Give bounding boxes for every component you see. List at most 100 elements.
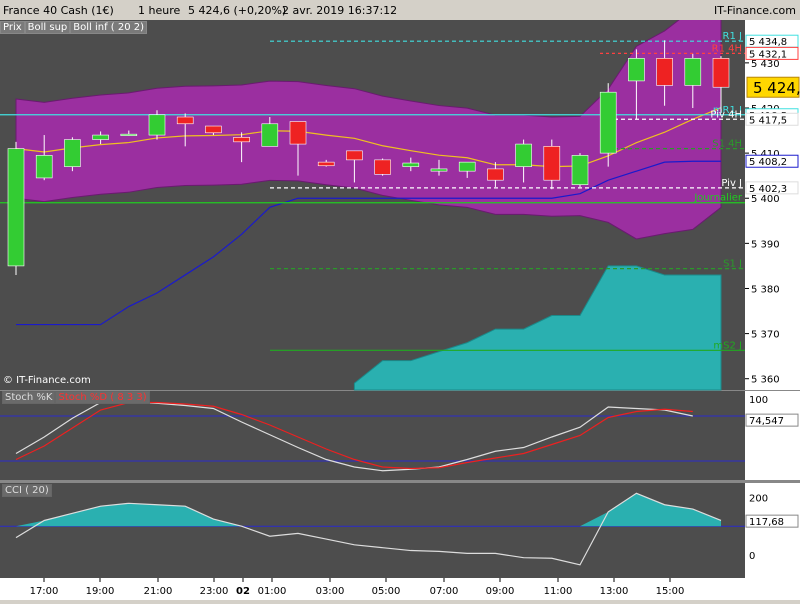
candle-body [64,139,81,167]
legend-stoch-d[interactable]: Stoch %D ( 8 3 3) [55,391,150,404]
time-tick-label: 05:00 [372,586,401,597]
price-tick-label: 5 380 [751,284,780,295]
candle-body [148,114,166,136]
candle-body [628,58,645,82]
time-tick-label: 17:00 [30,586,59,597]
candle-body [7,148,25,267]
price-level-box [745,112,799,126]
time-axis-bg [0,578,800,600]
candle-body [402,162,420,167]
cci-overbought-fill [16,493,721,527]
candle-body [261,123,279,147]
time-tick-label: 09:00 [486,586,515,597]
candle-body [120,133,138,136]
price-legend: Prix Boll sup Boll inf ( 20 2) [0,21,148,34]
candle-body [35,155,53,179]
cci-value-box [745,514,799,528]
candle-body [684,58,702,86]
candle-body [458,161,476,172]
candle-body [233,137,250,143]
price-tick-label: 5 360 [751,375,780,386]
datetime-label: 2 avr. 2019 16:37:12 [282,4,398,17]
level-label: R1 J [723,31,742,42]
title-bar: France 40 Cash (1€) 1 heure 5 424,6 (+0,… [0,0,800,20]
candle-body [571,155,589,185]
lower-trend-line [16,160,721,326]
level-label: Piv 4H [710,109,742,120]
level-label: mS2 J [713,340,742,351]
level-label: Piv J [721,178,742,189]
time-tick-label: 01:00 [258,586,287,597]
last-price-label: 5 424,6 [753,79,800,97]
level-label: Journalier [693,193,743,204]
time-tick-label: 11:00 [544,586,573,597]
stoch-tick-label: 100 [749,395,768,406]
price-level-box [745,46,799,60]
instrument-label: France 40 Cash (1€) [3,4,114,17]
last-price-box [746,76,800,98]
chart-area[interactable]: R1 J R1 4H mR1 J Piv 4H S1 4H Piv J Journalier… [0,7,800,600]
bollinger-band [15,7,722,240]
price-tick-label: 5 400 [751,194,780,205]
legend-stoch-k[interactable]: Stoch %K [2,391,56,404]
price-level-label: 5 434,8 [749,37,787,48]
time-tick-label: 07:00 [430,586,459,597]
candle-body [374,159,391,175]
candle-body [430,168,448,172]
time-tick-label: 13:00 [600,586,629,597]
time-tick-label: 19:00 [86,586,115,597]
time-tick-label: 02 [236,586,250,597]
copyright-label: © IT-Finance.com [3,375,91,386]
candle-body [656,58,673,86]
legend-cci[interactable]: CCI ( 20) [2,484,52,497]
price-level-label: 5 402,3 [749,184,787,195]
price-level-label: 5 417,5 [749,115,787,126]
cci-line [15,492,722,566]
timeframe-label: 1 heure [138,4,181,17]
legend-boll-sup[interactable]: Boll sup [24,21,71,34]
cci-value-label: 117,68 [749,517,784,528]
candle-body [346,150,363,161]
price-level-label: 5 408,2 [749,157,787,168]
legend-prix[interactable]: Prix [0,21,25,34]
candle-body [712,58,730,88]
stoch-legend: Stoch %K Stoch %D ( 8 3 3) [2,391,150,404]
cci-pane-bg [0,483,745,578]
quote-label: 5 424,6 (+0,20%) [188,4,287,17]
candle-body [289,121,307,145]
level-label: S1 4H [712,139,742,150]
price-level-label: 5 432,1 [749,49,787,60]
level-label: R1 4H [712,43,742,54]
candle-body [92,134,109,140]
price-level-box [745,181,799,195]
level-label: mR1 J [713,105,742,116]
time-tick-label: 23:00 [200,586,229,597]
moving-average-line [15,107,722,168]
candle-body [515,143,532,167]
cci-tick-label: 200 [749,494,768,505]
stoch-value-label: 74,547 [749,416,784,427]
candle-body [543,146,561,181]
price-level-box [745,154,799,168]
price-tick-label: 5 410 [751,149,780,160]
time-tick-label: 03:00 [316,586,345,597]
cci-legend: CCI ( 20) [2,484,52,497]
candle-body [176,116,194,125]
candle-body [205,125,222,134]
price-tick-label: 5 430 [751,59,780,70]
time-tick-label: 21:00 [144,586,173,597]
candle-body [487,168,504,181]
time-tick-label: 15:00 [656,586,685,597]
brand-label: IT-Finance.com [714,4,796,17]
cci-tick-label: 0 [749,551,755,562]
candle-body [599,91,617,154]
pane-divider [0,480,800,483]
candle-body [317,161,335,167]
price-tick-label: 5 390 [751,239,780,250]
stoch-value-box [745,413,799,427]
legend-boll-inf[interactable]: Boll inf ( 20 2) [70,21,148,34]
level-label: S1 J [723,259,742,270]
price-tick-label: 5 370 [751,330,780,341]
stoch-pane-bg [0,391,745,480]
